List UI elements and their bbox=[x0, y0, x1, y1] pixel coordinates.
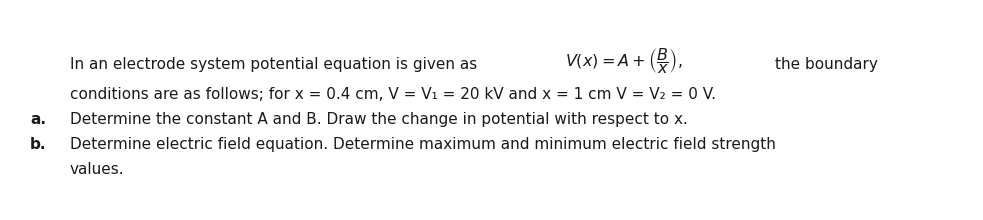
Text: values.: values. bbox=[70, 162, 125, 177]
Text: conditions are as follows; for x = 0.4 cm, V = V₁ = 20 kV and x = 1 cm V = V₂ = : conditions are as follows; for x = 0.4 c… bbox=[70, 87, 716, 102]
Text: the boundary: the boundary bbox=[775, 57, 878, 72]
Text: b.: b. bbox=[30, 137, 46, 152]
Text: $V(x) = A + \left(\dfrac{B}{x}\right)$,: $V(x) = A + \left(\dfrac{B}{x}\right)$, bbox=[565, 46, 682, 76]
Text: Determine electric field equation. Determine maximum and minimum electric field : Determine electric field equation. Deter… bbox=[70, 137, 776, 152]
Text: Determine the constant A and B. Draw the change in potential with respect to x.: Determine the constant A and B. Draw the… bbox=[70, 112, 688, 127]
Text: a.: a. bbox=[30, 112, 46, 127]
Text: In an electrode system potential equation is given as: In an electrode system potential equatio… bbox=[70, 57, 478, 72]
